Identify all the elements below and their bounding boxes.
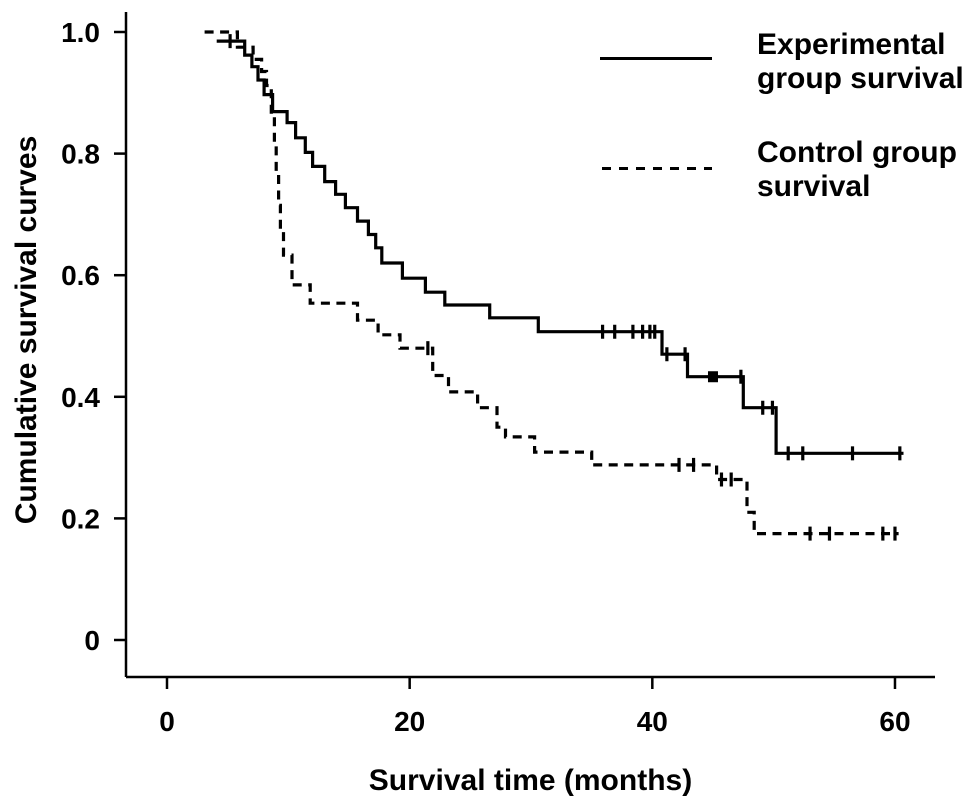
legend-label-line: Control group (757, 136, 957, 169)
control-survival-curve (204, 30, 899, 536)
censor-mark-square (707, 371, 718, 383)
y-tick-label: 0 (84, 625, 100, 656)
legend-label-experimental: Experimental group survival (757, 28, 964, 96)
legend-label-control: Control group survival (757, 136, 957, 204)
y-axis-title: Cumulative survival curves (10, 135, 43, 525)
x-tick-label: 60 (879, 706, 910, 737)
x-tick-label: 0 (159, 706, 175, 737)
y-tick-label: 0.6 (61, 260, 100, 291)
y-tick-label: 0.8 (61, 139, 100, 170)
legend-label-line: survival (757, 170, 871, 203)
legend-line-solid (600, 57, 712, 60)
x-axis-title: Survival time (months) (368, 764, 693, 797)
y-tick-label: 0.2 (61, 503, 100, 534)
x-tick-label: 40 (637, 706, 668, 737)
y-tick-label: 1.0 (61, 17, 100, 48)
y-tick-label: 0.4 (61, 382, 100, 413)
x-tick-label: 20 (394, 706, 425, 737)
legend-label-line: Experimental (757, 28, 946, 61)
legend-line-dashed (602, 167, 712, 170)
legend-label-line: group survival (757, 62, 964, 95)
experimental-survival-curve (216, 39, 904, 455)
